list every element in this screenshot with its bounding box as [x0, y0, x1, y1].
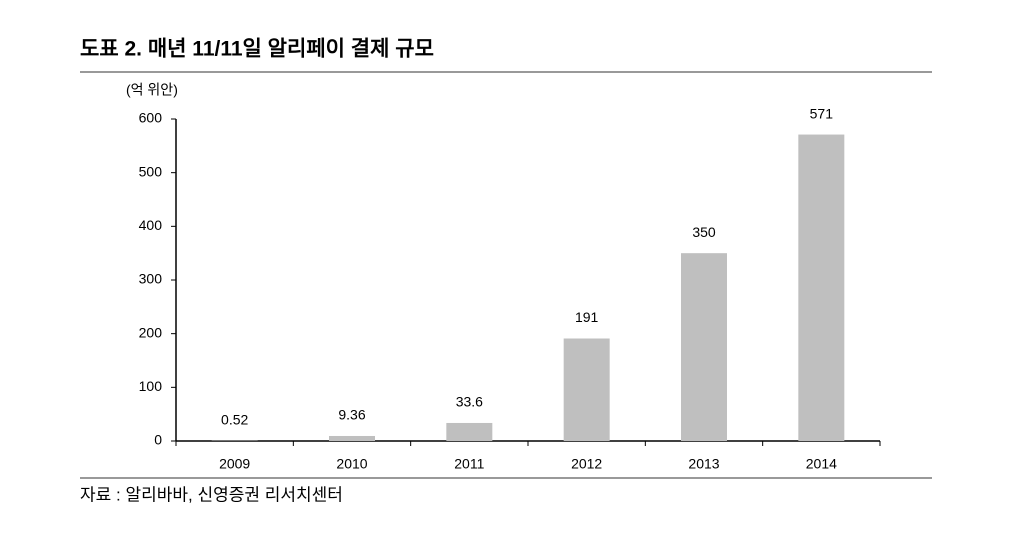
y-tick-label: 400 — [139, 217, 163, 233]
x-tick-label: 2009 — [219, 456, 250, 472]
y-tick-label: 600 — [139, 110, 163, 126]
data-label: 571 — [810, 105, 834, 121]
bar — [446, 422, 493, 441]
x-tick-label: 2012 — [571, 456, 602, 472]
data-label: 0.52 — [221, 411, 248, 427]
x-tick-label: 2013 — [688, 456, 719, 472]
bar — [798, 134, 845, 441]
source-note: 자료 : 알리바바, 신영증권 리서치센터 — [80, 485, 343, 504]
x-tick-label: 2014 — [806, 456, 837, 472]
data-label: 33.6 — [456, 394, 483, 410]
bar — [563, 338, 610, 441]
bar — [329, 435, 375, 441]
x-tick-label: 2010 — [336, 456, 367, 472]
y-axis-label: (억 위안) — [126, 82, 178, 98]
y-tick-label: 200 — [139, 324, 163, 340]
data-label: 191 — [575, 309, 599, 325]
data-label: 350 — [692, 224, 716, 240]
bar — [681, 253, 727, 441]
x-tick-label: 2011 — [454, 456, 484, 472]
chart-title: 도표 2. 매년 11/11일 알리페이 결제 규모 — [80, 38, 434, 61]
y-tick-label: 0 — [154, 432, 162, 448]
y-tick-label: 500 — [139, 163, 163, 179]
y-tick-label: 300 — [139, 271, 163, 287]
y-tick-label: 100 — [139, 378, 163, 394]
data-label: 9.36 — [338, 407, 365, 423]
